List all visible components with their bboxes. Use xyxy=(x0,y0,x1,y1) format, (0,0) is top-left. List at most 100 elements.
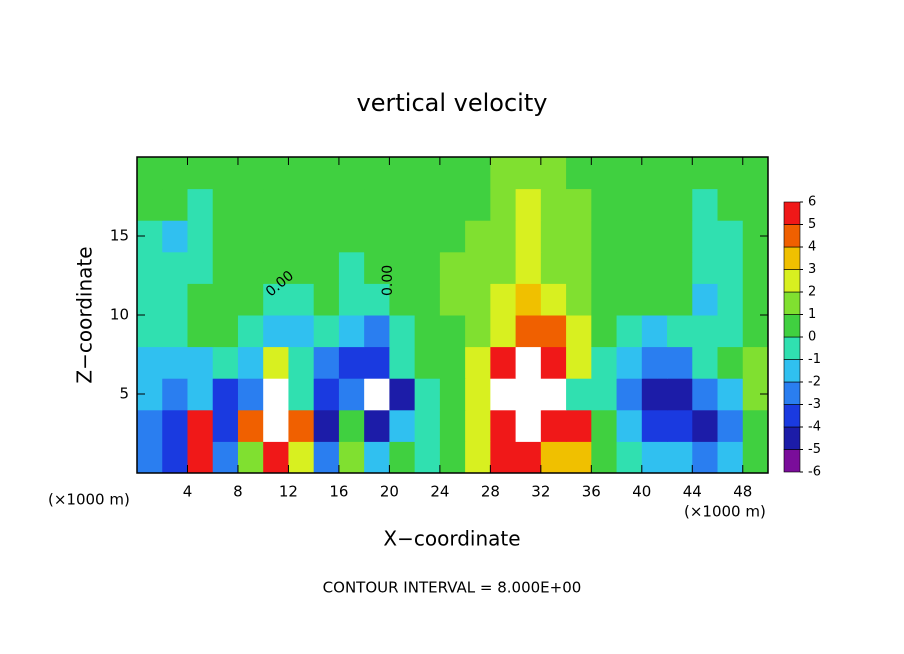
cell xyxy=(237,157,264,190)
cell xyxy=(389,378,416,411)
unit-label: (×1000 m) xyxy=(48,491,130,509)
cell xyxy=(313,251,340,284)
cell xyxy=(212,315,239,348)
cell xyxy=(692,188,719,221)
cell xyxy=(540,251,567,284)
cell xyxy=(591,346,618,379)
cell xyxy=(667,378,693,411)
cell xyxy=(566,346,592,379)
cell xyxy=(414,157,441,190)
cell xyxy=(237,188,264,221)
cell xyxy=(162,441,188,474)
cell xyxy=(591,409,618,442)
cell xyxy=(616,441,643,474)
y-tick-label: 15 xyxy=(110,227,129,245)
cell xyxy=(540,283,567,316)
cell xyxy=(566,220,592,253)
contour-label: 0.00 xyxy=(380,265,396,296)
cell xyxy=(465,409,491,442)
cell xyxy=(667,157,693,190)
cell xyxy=(439,441,466,474)
x-axis-label: X−coordinate xyxy=(383,527,520,551)
cell xyxy=(288,315,315,348)
cell xyxy=(717,346,744,379)
cell xyxy=(137,251,163,284)
colorbar-tick-label: 0 xyxy=(808,330,816,345)
cell xyxy=(414,346,441,379)
field xyxy=(137,157,769,474)
cell xyxy=(212,188,239,221)
cell xyxy=(641,188,668,221)
cell xyxy=(439,157,466,190)
colorbar-swatch xyxy=(783,201,801,225)
cell xyxy=(237,315,264,348)
cell xyxy=(263,378,289,411)
cell xyxy=(515,409,542,442)
cell xyxy=(364,251,390,284)
cell xyxy=(490,378,517,411)
cell xyxy=(237,441,264,474)
cell xyxy=(742,441,769,474)
cell xyxy=(490,157,517,190)
cell xyxy=(162,315,188,348)
cell xyxy=(237,378,264,411)
cell xyxy=(515,220,542,253)
cell xyxy=(465,157,491,190)
cell xyxy=(364,220,390,253)
cell xyxy=(692,441,719,474)
cell xyxy=(692,251,719,284)
cell xyxy=(338,283,365,316)
cell xyxy=(364,378,390,411)
cell xyxy=(263,157,289,190)
cell xyxy=(187,251,214,284)
colorbar-tick-label: 1 xyxy=(808,307,816,322)
cell xyxy=(490,251,517,284)
cell xyxy=(137,315,163,348)
cell xyxy=(515,283,542,316)
x-tick-label: 44 xyxy=(683,483,702,501)
cell xyxy=(465,441,491,474)
cell xyxy=(566,409,592,442)
cell xyxy=(465,378,491,411)
cell xyxy=(490,220,517,253)
colorbar-tick-label: 3 xyxy=(808,262,816,277)
cell xyxy=(465,188,491,221)
colorbar-tick-label: 2 xyxy=(808,285,816,300)
cell xyxy=(187,409,214,442)
cell xyxy=(540,157,567,190)
cell xyxy=(263,315,289,348)
x-tick-label: 48 xyxy=(733,483,752,501)
x-tick-label: 32 xyxy=(531,483,550,501)
cell xyxy=(667,409,693,442)
cell xyxy=(162,251,188,284)
cell xyxy=(338,188,365,221)
cell xyxy=(641,315,668,348)
cell xyxy=(515,315,542,348)
cell xyxy=(591,251,618,284)
cell xyxy=(515,441,542,474)
cell xyxy=(616,220,643,253)
cell xyxy=(439,220,466,253)
cell xyxy=(692,220,719,253)
cell xyxy=(187,188,214,221)
unit-label: (×1000 m) xyxy=(684,503,766,521)
cell xyxy=(237,346,264,379)
cell xyxy=(237,251,264,284)
cell xyxy=(591,220,618,253)
colorbar-tick-label: 4 xyxy=(808,240,816,255)
cell xyxy=(515,251,542,284)
cell xyxy=(717,251,744,284)
cell xyxy=(162,220,188,253)
cell xyxy=(187,441,214,474)
cell xyxy=(389,251,416,284)
cell xyxy=(338,346,365,379)
cell xyxy=(137,283,163,316)
cell xyxy=(187,315,214,348)
cell xyxy=(616,409,643,442)
cell xyxy=(263,409,289,442)
cell xyxy=(162,283,188,316)
cell xyxy=(616,188,643,221)
colorbar-tick-label: -4 xyxy=(808,420,821,435)
cell xyxy=(742,157,769,190)
cell xyxy=(566,157,592,190)
